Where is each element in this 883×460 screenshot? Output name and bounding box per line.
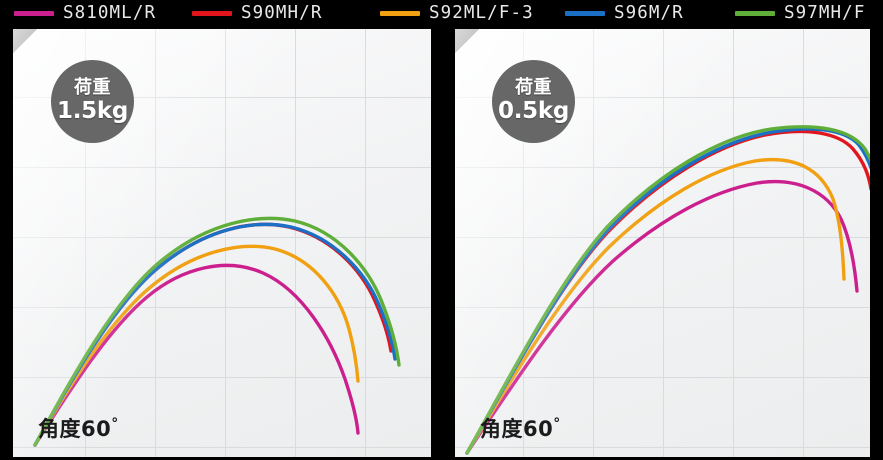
degree-symbol: °: [111, 416, 119, 432]
legend: S810ML/R S90MH/R S92ML/F-3 S96M/R S97MH/F: [0, 0, 883, 27]
angle-label-text: 角度60: [38, 417, 112, 441]
legend-item-label: S96M/R: [614, 2, 684, 23]
angle-label: 角度60°: [38, 413, 119, 443]
load-badge: 荷重 0.5kg: [492, 60, 575, 143]
legend-item-s92ml-f-3: S92ML/F-3: [380, 2, 534, 23]
curve-s97mh-f: [465, 125, 870, 455]
line-swatch-icon: [380, 11, 420, 16]
load-badge-title: 荷重: [74, 77, 111, 99]
curve-s90mh-r: [33, 222, 393, 447]
legend-item-label: S92ML/F-3: [429, 2, 534, 23]
line-swatch-icon: [735, 11, 775, 16]
legend-item-s97mh-f: S97MH/F: [735, 2, 866, 23]
legend-item-s810ml-r: S810ML/R: [14, 2, 157, 23]
legend-item-s90mh-r: S90MH/R: [192, 2, 323, 23]
curve-s96m-r: [465, 127, 870, 455]
line-swatch-icon: [565, 11, 605, 16]
load-badge-value: 0.5kg: [497, 98, 569, 125]
panel-load-0-5kg: 荷重 0.5kg 角度60°: [455, 29, 870, 457]
line-swatch-icon: [192, 11, 232, 16]
legend-item-label: S810ML/R: [63, 2, 157, 23]
legend-item-s96m-r: S96M/R: [565, 2, 684, 23]
chart-panels: 荷重 1.5kg 角度60° 荷重 0.5kg 角度60°: [0, 27, 883, 460]
legend-item-label: S97MH/F: [784, 2, 866, 23]
curve-s96m-r: [33, 222, 397, 447]
angle-label: 角度60°: [480, 413, 561, 443]
curve-s92ml-f-3: [465, 157, 846, 455]
load-badge: 荷重 1.5kg: [51, 60, 134, 143]
degree-symbol: °: [553, 416, 561, 432]
load-badge-value: 1.5kg: [56, 98, 128, 125]
load-badge-title: 荷重: [515, 77, 552, 99]
line-swatch-icon: [14, 11, 54, 16]
legend-item-label: S90MH/R: [241, 2, 323, 23]
angle-label-text: 角度60: [480, 417, 554, 441]
panel-load-1-5kg: 荷重 1.5kg 角度60°: [13, 29, 431, 457]
